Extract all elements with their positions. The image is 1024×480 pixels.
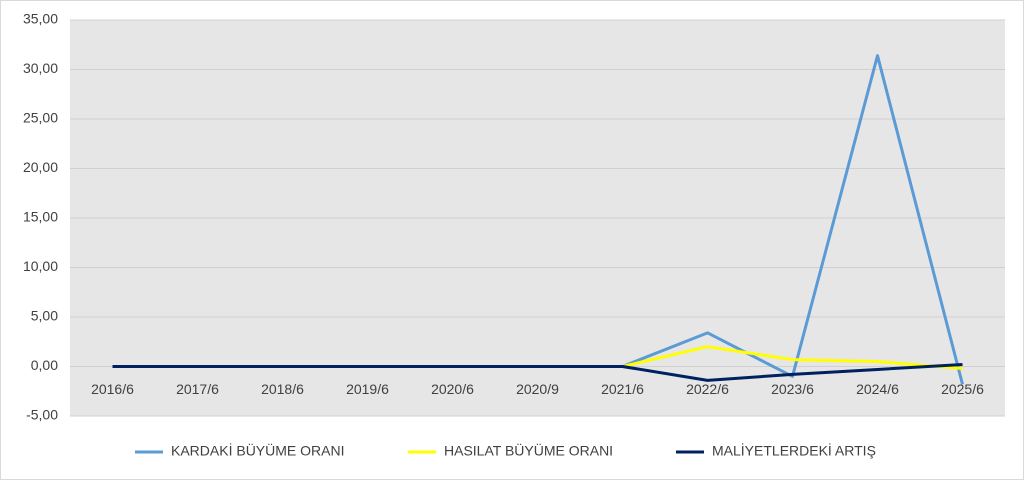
y-tick-label: 10,00: [23, 258, 58, 274]
x-tick-label: 2017/6: [176, 381, 219, 397]
x-tick-label: 2024/6: [856, 381, 899, 397]
x-tick-label: 2021/6: [601, 381, 644, 397]
series-line: [112, 363, 963, 382]
legend-label: MALİYETLERDEKİ ARTIŞ: [712, 442, 876, 459]
x-tick-label: 2023/6: [771, 381, 814, 397]
y-tick-label: 5,00: [31, 308, 58, 324]
x-tick-label: 2025/6: [941, 381, 984, 397]
y-tick-label: -5,00: [26, 407, 58, 423]
x-tick-label: 2020/9: [516, 381, 559, 397]
y-tick-label: 35,00: [23, 11, 58, 27]
x-tick-label: 2022/6: [686, 381, 729, 397]
y-tick-label: 0,00: [31, 357, 58, 373]
x-tick-label: 2018/6: [261, 381, 304, 397]
legend-label: HASILAT BÜYÜME ORANI: [444, 442, 613, 459]
x-tick-label: 2016/6: [91, 381, 134, 397]
y-tick-label: 30,00: [23, 60, 58, 76]
x-tick-label: 2020/6: [431, 381, 474, 397]
y-tick-label: 20,00: [23, 159, 58, 175]
x-tick-label: 2019/6: [346, 381, 389, 397]
legend-label: KARDAKİ BÜYÜME ORANI: [171, 442, 344, 459]
y-tick-label: 15,00: [23, 209, 58, 225]
y-tick-label: 25,00: [23, 110, 58, 126]
